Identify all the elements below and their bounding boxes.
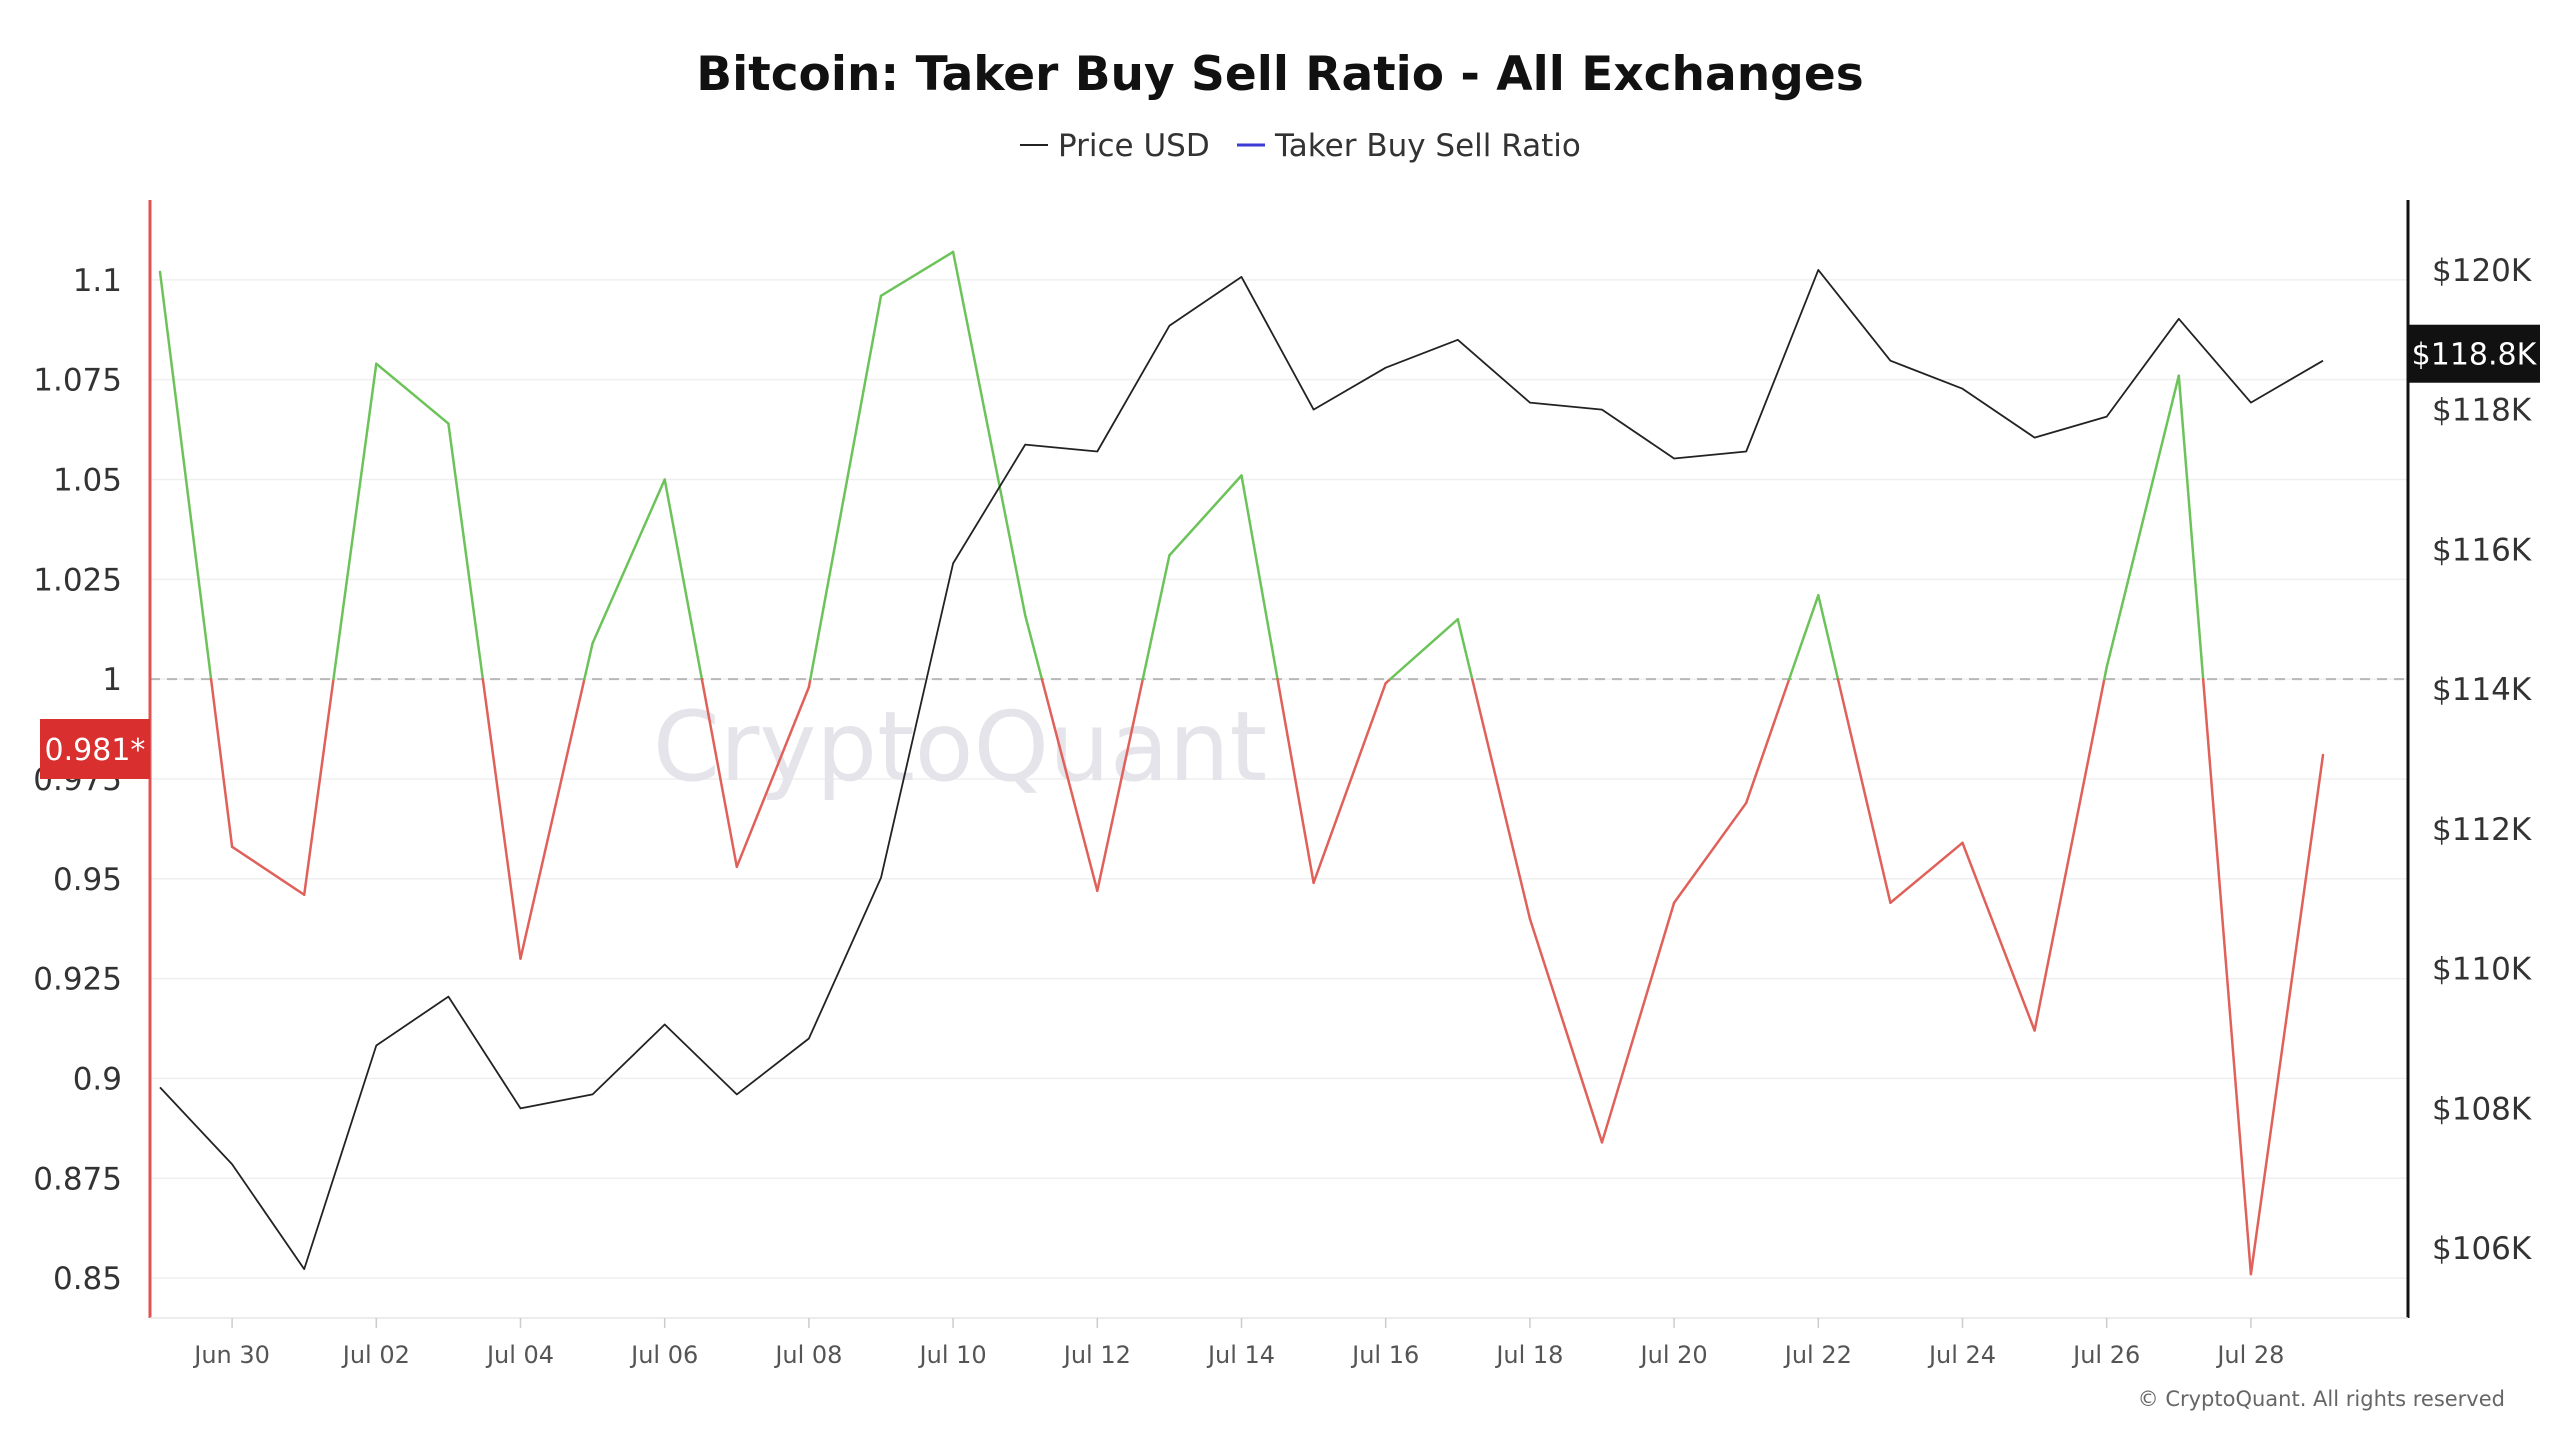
current-ratio-label: 0.981* (45, 733, 146, 768)
ratio-segment (519, 677, 586, 960)
x-tick-label: Jul 14 (1206, 1341, 1275, 1369)
x-tick-label: Jul 08 (773, 1341, 842, 1369)
ratio-segment (1276, 677, 1315, 885)
ratio-segment (1600, 901, 1676, 1144)
left-tick-label: 1.05 (53, 463, 122, 499)
ratio-segment (583, 641, 594, 681)
x-tick-label: Jul 04 (485, 1341, 554, 1369)
x-tick-label: Jun 30 (192, 1341, 270, 1369)
ratio-segment (1961, 841, 2036, 1032)
left-tick-label: 0.9 (73, 1061, 122, 1097)
x-tick-label: Jul 10 (918, 1341, 987, 1369)
current-value-flags: 0.981* $118.8K (40, 324, 2540, 780)
ratio-segment (302, 677, 335, 897)
left-tick-label: 1.075 (33, 363, 122, 399)
ratio-segment (663, 478, 704, 681)
ratio-series (158, 250, 2325, 1276)
legend-price-label[interactable]: Price USD (1058, 128, 1210, 164)
left-tick-label: 0.875 (33, 1161, 122, 1197)
left-tick-label: 0.85 (53, 1261, 122, 1297)
ratio-segment (700, 677, 739, 869)
ratio-segment (2103, 665, 2108, 681)
ratio-segment (158, 270, 213, 681)
price-series (159, 268, 2324, 1270)
ratio-segment (2177, 374, 2205, 681)
ratio-segment (1312, 681, 1387, 885)
left-tick-label: 1.025 (33, 562, 122, 598)
ratio-segment (1787, 594, 1820, 681)
ratio-segment (1040, 677, 1099, 893)
legend-ratio-label[interactable]: Taker Buy Sell Ratio (1274, 128, 1581, 164)
ratio-segment (447, 422, 485, 681)
right-tick-label: $114K (2432, 672, 2532, 708)
ratio-segment (1240, 474, 1279, 681)
right-tick-label: $116K (2432, 532, 2532, 568)
ratio-segment (1168, 474, 1243, 557)
left-tick-label: 1 (102, 662, 122, 698)
ratio-segment (375, 362, 450, 425)
watermark: CryptoQuant (653, 691, 1267, 803)
copyright-credit: © CryptoQuant. All rights reserved (2138, 1387, 2505, 1411)
ratio-segment (1672, 801, 1748, 904)
x-tick-label: Jul 20 (1639, 1341, 1708, 1369)
x-tick-label: Jul 18 (1494, 1341, 1563, 1369)
axes: 0.850.8750.90.9250.950.97511.0251.051.07… (33, 200, 2532, 1369)
ratio-segment (209, 677, 234, 849)
ratio-segment (230, 845, 306, 897)
current-ratio-flag (40, 719, 150, 780)
x-tick-label: Jul 12 (1062, 1341, 1131, 1369)
ratio-segment (735, 685, 811, 869)
grid-layer (150, 279, 2408, 1279)
right-tick-label: $112K (2432, 812, 2532, 848)
x-tick-label: Jul 24 (1927, 1341, 1996, 1369)
left-tick-label: 0.925 (33, 962, 122, 998)
right-tick-label: $110K (2432, 952, 2532, 988)
price-line (159, 268, 2324, 1270)
ratio-segment (2249, 753, 2325, 1276)
left-tick-label: 1.1 (73, 263, 122, 299)
ratio-segment (332, 362, 378, 681)
ratio-segment (807, 677, 812, 689)
ratio-segment (1096, 677, 1145, 893)
x-tick-label: Jul 22 (1783, 1341, 1852, 1369)
x-tick-label: Jul 26 (2071, 1341, 2140, 1369)
current-price-flag (2408, 324, 2540, 383)
ratio-segment (1023, 614, 1044, 681)
ratio-segment (1836, 677, 1892, 904)
ratio-segment (481, 677, 522, 960)
ratio-segment (1889, 841, 1964, 904)
ratio-segment (2033, 677, 2106, 1032)
current-price-label: $118.8K (2412, 338, 2538, 373)
right-tick-label: $120K (2432, 253, 2532, 289)
right-tick-label: $108K (2432, 1091, 2532, 1127)
ratio-segment (879, 250, 955, 298)
ratio-segment (1470, 677, 1532, 920)
ratio-segment (951, 250, 1027, 617)
ratio-segment (591, 478, 666, 645)
ratio-segment (1528, 917, 1604, 1144)
ratio-segment (1744, 677, 1791, 805)
right-tick-label: $118K (2432, 393, 2532, 429)
ratio-segment (2201, 677, 2253, 1276)
legend: Price USD Taker Buy Sell Ratio (1020, 128, 1581, 164)
x-tick-label: Jul 06 (629, 1341, 698, 1369)
x-tick-label: Jul 02 (341, 1341, 410, 1369)
ratio-segment (1388, 618, 1460, 681)
ratio-segment (1141, 554, 1171, 681)
ratio-segment (1817, 594, 1840, 681)
left-tick-label: 0.95 (53, 862, 122, 898)
ratio-segment (809, 294, 883, 681)
chart-title: Bitcoin: Taker Buy Sell Ratio - All Exch… (696, 47, 1863, 102)
x-tick-label: Jul 16 (1350, 1341, 1419, 1369)
ratio-segment (2105, 374, 2181, 669)
ratio-segment (1456, 618, 1474, 681)
right-tick-label: $106K (2432, 1231, 2532, 1267)
x-tick-label: Jul 28 (2215, 1341, 2284, 1369)
